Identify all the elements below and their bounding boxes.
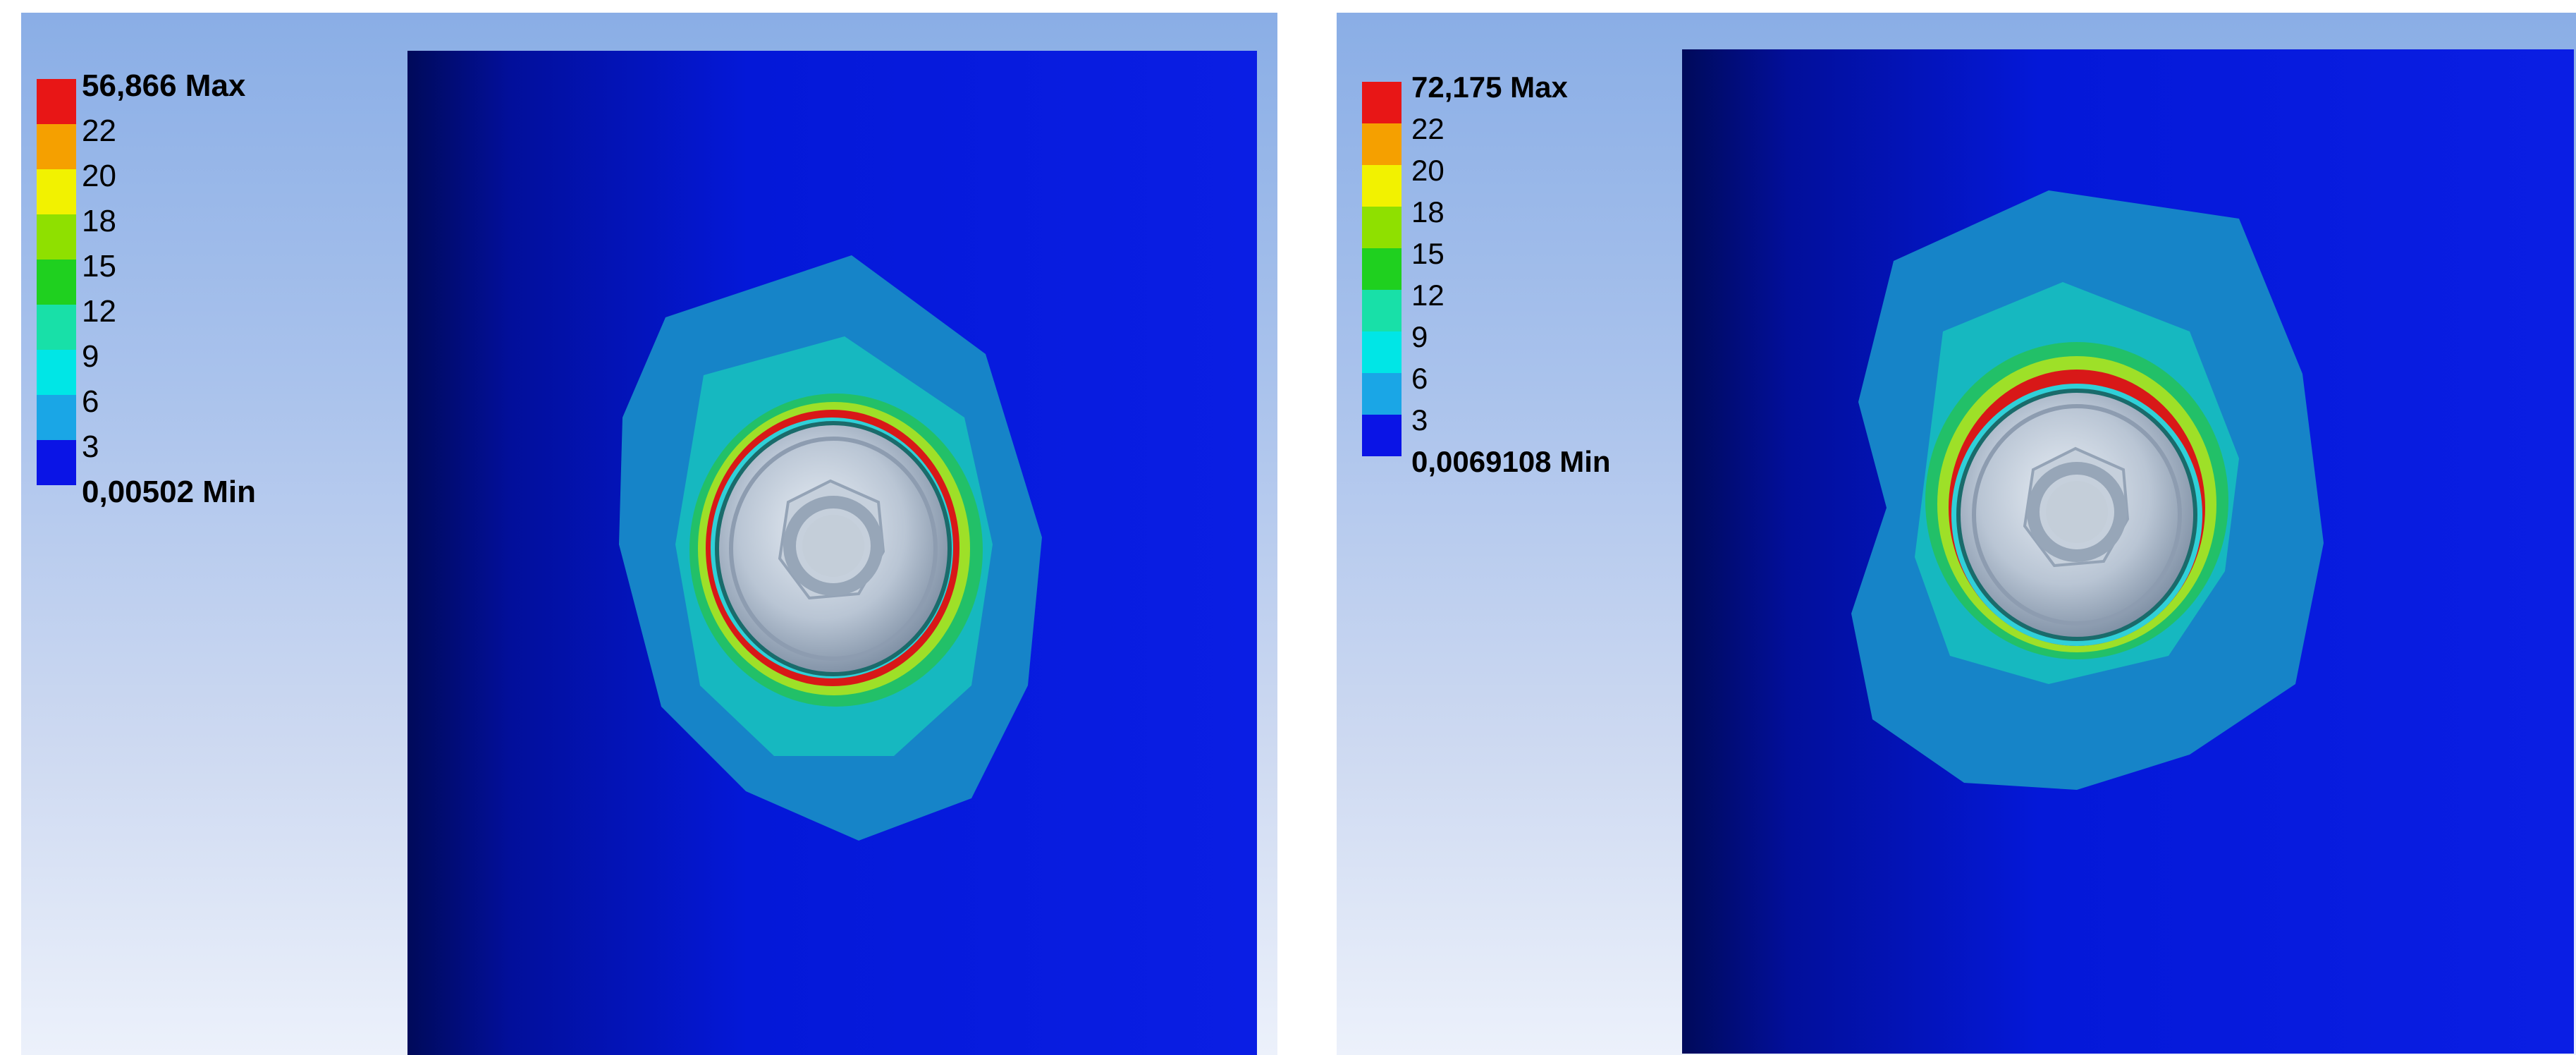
contour-plot[interactable] [407, 51, 1257, 1055]
result-viewport-left[interactable]: 56,866 Max 22 20 18 15 12 9 6 3 0,00502 … [21, 13, 1277, 1055]
legend-band-blue [37, 440, 76, 485]
legend-tick: 15 [1411, 237, 1445, 270]
legend-tick: 12 [82, 294, 116, 329]
bolt-center [2027, 462, 2127, 562]
legend-band-light-blue [37, 395, 76, 440]
legend-tick: 20 [1411, 154, 1445, 187]
legend-band-yellow-green [37, 214, 76, 260]
legend-band-green [37, 260, 76, 305]
legend-tick: 20 [82, 159, 116, 193]
bolt-head-rim [1972, 404, 2182, 626]
bolt-center [783, 496, 883, 596]
legend-min-label: 0,0069108 Min [1411, 445, 1611, 478]
bolt-center-core [802, 515, 864, 577]
legend-min-label: 0,00502 Min [82, 475, 257, 509]
legend-tick: 9 [1411, 320, 1428, 353]
legend-band-red [37, 79, 76, 124]
legend-band-blue [1362, 415, 1402, 456]
result-viewport-right[interactable]: 72,175 Max 22 20 18 15 12 9 6 3 0,006910… [1337, 13, 2576, 1055]
legend-max-label: 72,175 Max [1411, 71, 1568, 104]
legend-tick: 6 [1411, 362, 1428, 395]
legend-tick: 12 [1411, 279, 1445, 312]
contour-plot-graphic [1682, 49, 2574, 1054]
legend-band-orange [37, 124, 76, 169]
legend-band-red [1362, 82, 1402, 123]
legend-band-yellow [37, 169, 76, 214]
legend-band-yellow [1362, 165, 1402, 207]
bolt-head-rim [729, 437, 938, 661]
legend-band-teal [37, 305, 76, 350]
contour-plot-graphic [407, 51, 1257, 1055]
legend-tick: 22 [82, 114, 116, 148]
contour-plot[interactable] [1682, 49, 2574, 1054]
legend-tick: 18 [82, 204, 116, 238]
legend-color-bar [37, 79, 76, 485]
legend-band-light-blue [1362, 373, 1402, 415]
legend-tick: 15 [82, 249, 116, 283]
legend-color-bar [1362, 82, 1402, 456]
legend-tick: 6 [82, 384, 99, 419]
legend-tick: 3 [82, 429, 99, 464]
legend-band-yellow-green [1362, 207, 1402, 248]
legend-band-green [1362, 248, 1402, 290]
legend-band-cyan [1362, 331, 1402, 373]
legend-tick: 9 [82, 339, 99, 374]
legend-tick: 3 [1411, 403, 1428, 437]
bolt-center-core [2046, 481, 2108, 543]
legend-band-orange [1362, 123, 1402, 165]
legend-tick: 18 [1411, 195, 1445, 228]
legend-tick: 22 [1411, 112, 1445, 145]
legend-max-label: 56,866 Max [82, 68, 246, 103]
legend-band-cyan [37, 350, 76, 395]
legend-band-teal [1362, 290, 1402, 331]
